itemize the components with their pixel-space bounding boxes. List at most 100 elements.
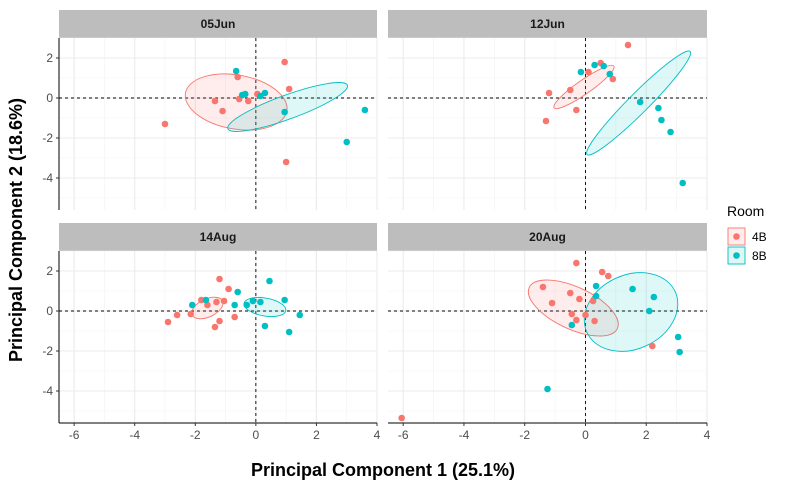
data-point-4B bbox=[173, 311, 181, 319]
data-point-8B bbox=[658, 116, 665, 124]
data-point-8B bbox=[241, 90, 249, 98]
facet-title: 12Jun bbox=[530, 17, 565, 31]
x-tick-label: -2 bbox=[519, 428, 530, 442]
legend-marker-8B bbox=[733, 252, 740, 259]
data-point-4B bbox=[545, 89, 553, 97]
panel-12Jun: 12Jun bbox=[388, 10, 708, 210]
data-point-4B bbox=[598, 268, 606, 276]
data-point-8B bbox=[231, 301, 238, 309]
data-point-8B bbox=[650, 293, 658, 301]
legend-label-8B: 8B bbox=[752, 249, 767, 263]
data-point-4B bbox=[231, 313, 238, 321]
legend-title: Room bbox=[727, 203, 764, 219]
x-tick-label: 2 bbox=[643, 428, 650, 442]
data-point-8B bbox=[257, 298, 264, 306]
x-tick-label: -6 bbox=[69, 428, 80, 442]
x-axis-title: Principal Component 1 (25.1%) bbox=[251, 460, 515, 480]
data-point-4B bbox=[576, 295, 583, 303]
data-point-8B bbox=[234, 288, 241, 296]
data-point-8B bbox=[361, 106, 369, 114]
data-point-8B bbox=[202, 296, 210, 304]
data-point-4B bbox=[573, 316, 580, 324]
plot-background bbox=[388, 38, 707, 210]
y-axis-title: Principal Component 2 (18.6%) bbox=[6, 98, 26, 362]
data-point-4B bbox=[161, 120, 169, 128]
x-tick-label: 2 bbox=[313, 428, 320, 442]
data-point-4B bbox=[566, 289, 574, 297]
data-point-4B bbox=[198, 296, 205, 304]
facet-title: 05Jun bbox=[201, 17, 236, 31]
data-point-4B bbox=[187, 310, 195, 318]
data-point-8B bbox=[243, 301, 251, 309]
x-tick-label: 4 bbox=[704, 428, 711, 442]
data-point-4B bbox=[211, 323, 219, 331]
confidence-ellipse-8B bbox=[227, 82, 349, 132]
data-point-8B bbox=[261, 89, 269, 97]
data-point-4B bbox=[164, 318, 172, 326]
data-point-8B bbox=[667, 128, 674, 136]
facet-strip bbox=[388, 10, 707, 38]
confidence-ellipse-8B bbox=[583, 272, 679, 352]
data-point-8B bbox=[600, 62, 608, 70]
data-point-4B bbox=[566, 86, 574, 94]
facet-strip bbox=[388, 223, 707, 251]
y-tick-label: -2 bbox=[42, 344, 53, 358]
data-point-4B bbox=[220, 297, 228, 305]
y-tick-label: 0 bbox=[46, 304, 53, 318]
data-point-4B bbox=[213, 298, 220, 306]
data-point-8B bbox=[343, 138, 351, 146]
x-tick-label: 0 bbox=[253, 428, 260, 442]
data-point-4B bbox=[548, 299, 556, 307]
data-point-8B bbox=[592, 282, 600, 290]
data-point-8B bbox=[249, 297, 257, 305]
data-point-8B bbox=[592, 292, 600, 300]
data-point-4B bbox=[285, 85, 293, 93]
y-tick-label: -4 bbox=[42, 171, 53, 185]
data-point-8B bbox=[544, 385, 551, 393]
data-point-8B bbox=[676, 348, 683, 356]
data-point-4B bbox=[573, 259, 580, 267]
data-point-8B bbox=[577, 68, 585, 76]
data-point-8B bbox=[568, 321, 576, 329]
data-point-4B bbox=[573, 106, 580, 114]
x-tick-label: 0 bbox=[582, 428, 589, 442]
data-point-8B bbox=[606, 70, 614, 78]
data-point-4B bbox=[604, 272, 612, 280]
x-tick-label: -6 bbox=[398, 428, 409, 442]
confidence-ellipse-4B bbox=[553, 64, 615, 110]
data-point-4B bbox=[216, 275, 223, 283]
legend-label-4B: 4B bbox=[752, 230, 767, 244]
data-point-4B bbox=[624, 41, 632, 49]
plot-background bbox=[59, 38, 377, 210]
data-point-8B bbox=[645, 307, 653, 315]
facet-strip bbox=[59, 10, 377, 38]
data-point-4B bbox=[398, 414, 405, 422]
data-point-4B bbox=[211, 97, 219, 105]
data-point-8B bbox=[188, 301, 196, 309]
x-tick-label: -4 bbox=[129, 428, 140, 442]
data-point-8B bbox=[591, 61, 598, 69]
x-tick-label: -2 bbox=[190, 428, 201, 442]
data-point-4B bbox=[225, 285, 232, 293]
data-point-8B bbox=[285, 328, 293, 336]
legend-marker-4B bbox=[733, 233, 740, 240]
x-tick-label: -4 bbox=[459, 428, 470, 442]
data-point-8B bbox=[655, 104, 662, 112]
x-tick-label: 4 bbox=[374, 428, 381, 442]
data-point-4B bbox=[281, 58, 288, 66]
data-point-4B bbox=[204, 301, 211, 309]
data-point-4B bbox=[649, 342, 656, 350]
data-point-4B bbox=[568, 310, 576, 318]
facet-title: 14Aug bbox=[200, 230, 237, 244]
panel-05Jun: 05Jun -4 -2 0 2 bbox=[42, 10, 378, 210]
data-point-4B bbox=[216, 317, 223, 325]
y-tick-label: 0 bbox=[46, 91, 53, 105]
panel-14Aug: 14Aug -4 -2 0 2 -6 -4 -2 0 2 4 bbox=[42, 223, 381, 442]
data-point-4B bbox=[282, 158, 290, 166]
data-point-4B bbox=[234, 73, 241, 81]
y-tick-label: -2 bbox=[42, 131, 53, 145]
data-point-4B bbox=[539, 283, 547, 291]
data-point-8B bbox=[679, 179, 686, 187]
data-point-8B bbox=[281, 296, 288, 304]
